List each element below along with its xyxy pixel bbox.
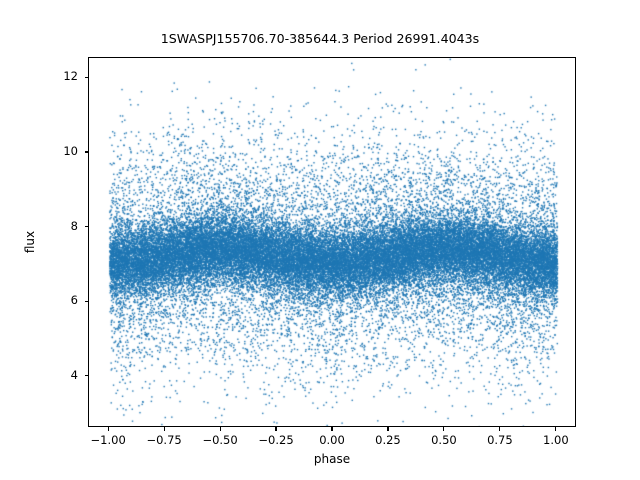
x-tick-label: −0.75 bbox=[146, 433, 182, 447]
x-tick-label: 0.75 bbox=[487, 433, 513, 447]
y-tick-label: 8 bbox=[70, 218, 78, 233]
x-tick-mark bbox=[275, 427, 277, 431]
y-tick-label: 12 bbox=[63, 69, 78, 84]
x-tick-label: 0.00 bbox=[319, 433, 345, 447]
x-tick-label: −0.25 bbox=[258, 433, 294, 447]
x-tick-mark bbox=[443, 427, 445, 431]
x-tick-label: −1.00 bbox=[90, 433, 126, 447]
x-tick-mark bbox=[163, 427, 165, 431]
scatter-plot-canvas bbox=[89, 58, 575, 426]
x-tick-label: 0.25 bbox=[375, 433, 401, 447]
y-tick-mark bbox=[84, 151, 88, 153]
y-tick-mark bbox=[84, 375, 88, 377]
x-tick-label: 0.50 bbox=[431, 433, 457, 447]
x-tick-label: 1.00 bbox=[543, 433, 569, 447]
x-axis-label: phase bbox=[313, 452, 351, 466]
y-tick-label: 6 bbox=[70, 293, 78, 308]
x-tick-mark bbox=[219, 427, 221, 431]
y-tick-mark bbox=[84, 300, 88, 302]
x-tick-label: −0.50 bbox=[202, 433, 238, 447]
x-tick-mark bbox=[331, 427, 333, 431]
y-axis-label: flux bbox=[23, 230, 37, 254]
page-title: 1SWASPJ155706.70-385644.3 Period 26991.4… bbox=[160, 31, 480, 46]
x-tick-mark bbox=[555, 427, 557, 431]
y-tick-label: 10 bbox=[63, 144, 78, 158]
y-tick-label: 4 bbox=[70, 367, 78, 382]
y-tick-mark bbox=[84, 76, 88, 79]
y-tick-mark bbox=[84, 225, 88, 228]
x-tick-mark bbox=[107, 427, 109, 431]
x-tick-mark bbox=[499, 427, 501, 431]
x-tick-mark bbox=[387, 427, 389, 431]
plot-axes bbox=[88, 57, 576, 427]
